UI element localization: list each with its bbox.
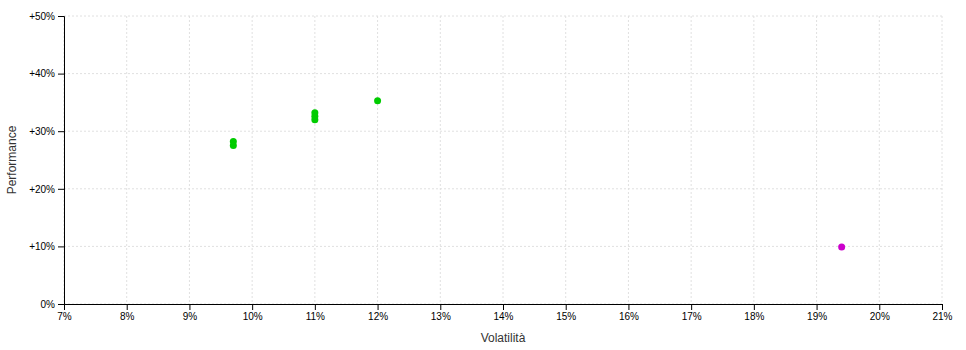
x-tick-mark <box>127 304 128 310</box>
x-tick-label: 20% <box>870 311 890 322</box>
grid-line-x <box>252 16 253 304</box>
x-tick: 18% <box>744 304 764 322</box>
x-tick-label: 19% <box>807 311 827 322</box>
y-tick-mark <box>58 189 64 190</box>
grid-line-x <box>189 16 190 304</box>
y-tick-mark <box>58 304 64 305</box>
x-tick: 14% <box>493 304 513 322</box>
y-axis: 0% +10% +20% +30% +40% +50% <box>29 11 64 310</box>
grid-line-x <box>879 16 880 304</box>
x-tick: 16% <box>619 304 639 322</box>
x-tick-mark <box>566 304 567 310</box>
x-tick-mark <box>440 304 441 310</box>
y-tick: +50% <box>29 11 64 22</box>
y-axis-line <box>58 17 65 305</box>
x-axis: 7% 8% 9% 10% 11% 12% 13% 14% 15% 16% 17% 18% 19% 20% 2… <box>57 304 952 322</box>
x-tick-mark <box>189 304 190 310</box>
x-tick: 8% <box>120 304 135 322</box>
grid-line-y <box>64 16 942 17</box>
point <box>230 138 237 145</box>
x-axis-title: Volatilità <box>481 331 526 345</box>
x-tick: 20% <box>870 304 890 322</box>
x-tick: 10% <box>243 304 263 322</box>
y-tick-mark <box>58 131 64 132</box>
x-tick: 12% <box>368 304 388 322</box>
y-tick-label: +40% <box>29 68 55 79</box>
y-tick-label: +20% <box>29 184 55 195</box>
grid-line-x <box>126 16 127 304</box>
x-tick-label: 21% <box>932 311 952 322</box>
y-tick: 0% <box>41 299 64 310</box>
x-tick: 17% <box>682 304 702 322</box>
x-tick: 7% <box>57 304 72 322</box>
x-tick-mark <box>628 304 629 310</box>
y-tick-mark <box>58 74 64 75</box>
y-tick-label: 0% <box>41 299 56 310</box>
y-tick-mark <box>58 246 64 247</box>
x-tick-mark <box>942 304 943 310</box>
chart: 7% 8% 9% 10% 11% 12% 13% 14% 15% 16% 17% 18% 19% 20% 2… <box>0 0 966 350</box>
series <box>838 243 845 250</box>
grid-line-x <box>942 16 943 304</box>
grid <box>64 16 942 304</box>
y-axis-title: Performance <box>5 125 19 194</box>
x-axis-line <box>65 305 943 311</box>
y-tick-label: +50% <box>29 11 55 22</box>
series <box>230 97 381 149</box>
x-tick-mark <box>879 304 880 310</box>
y-tick: +20% <box>29 184 64 195</box>
points <box>230 97 845 250</box>
point <box>311 109 318 116</box>
x-tick-mark <box>252 304 253 310</box>
x-tick-label: 10% <box>243 311 263 322</box>
x-tick-mark <box>315 304 316 310</box>
x-tick-label: 8% <box>120 311 135 322</box>
x-tick-mark <box>691 304 692 310</box>
grid-line-x <box>628 16 629 304</box>
x-tick-label: 12% <box>368 311 388 322</box>
x-tick-label: 13% <box>431 311 451 322</box>
x-tick-label: 18% <box>744 311 764 322</box>
x-tick-mark <box>503 304 504 310</box>
x-tick-mark <box>378 304 379 310</box>
grid-line-y <box>64 131 942 132</box>
y-tick: +30% <box>29 126 64 137</box>
y-tick-label: +10% <box>29 241 55 252</box>
grid-line-x <box>753 16 754 304</box>
x-tick-label: 16% <box>619 311 639 322</box>
x-tick-label: 11% <box>306 311 325 322</box>
y-tick: +40% <box>29 68 64 79</box>
x-tick-mark <box>817 304 818 310</box>
x-tick: 13% <box>431 304 451 322</box>
x-tick-label: 14% <box>493 311 513 322</box>
x-tick: 19% <box>807 304 827 322</box>
x-tick-label: 9% <box>183 311 198 322</box>
x-tick-label: 15% <box>556 311 576 322</box>
grid-line-x <box>377 16 378 304</box>
y-tick-mark <box>58 16 64 17</box>
x-tick-label: 7% <box>57 311 72 322</box>
point <box>374 97 381 104</box>
grid-line-x <box>440 16 441 304</box>
x-tick-mark <box>754 304 755 310</box>
x-tick: 11% <box>306 304 325 322</box>
x-tick: 21% <box>932 304 952 322</box>
x-tick-label: 17% <box>682 311 702 322</box>
point <box>838 243 845 250</box>
grid-line-x <box>691 16 692 304</box>
grid-line-x <box>503 16 504 304</box>
grid-line-y <box>64 188 942 189</box>
x-tick: 15% <box>556 304 576 322</box>
grid-line-x <box>816 16 817 304</box>
plot-area: 7% 8% 9% 10% 11% 12% 13% 14% 15% 16% 17% 18% 19% 20% 2… <box>29 11 952 322</box>
grid-line-y <box>64 73 942 74</box>
grid-line-x <box>314 16 315 304</box>
x-tick: 9% <box>183 304 198 322</box>
grid-line-x <box>565 16 566 304</box>
y-tick-label: +30% <box>29 126 55 137</box>
grid-line-y <box>64 246 942 247</box>
y-tick: +10% <box>29 241 64 252</box>
